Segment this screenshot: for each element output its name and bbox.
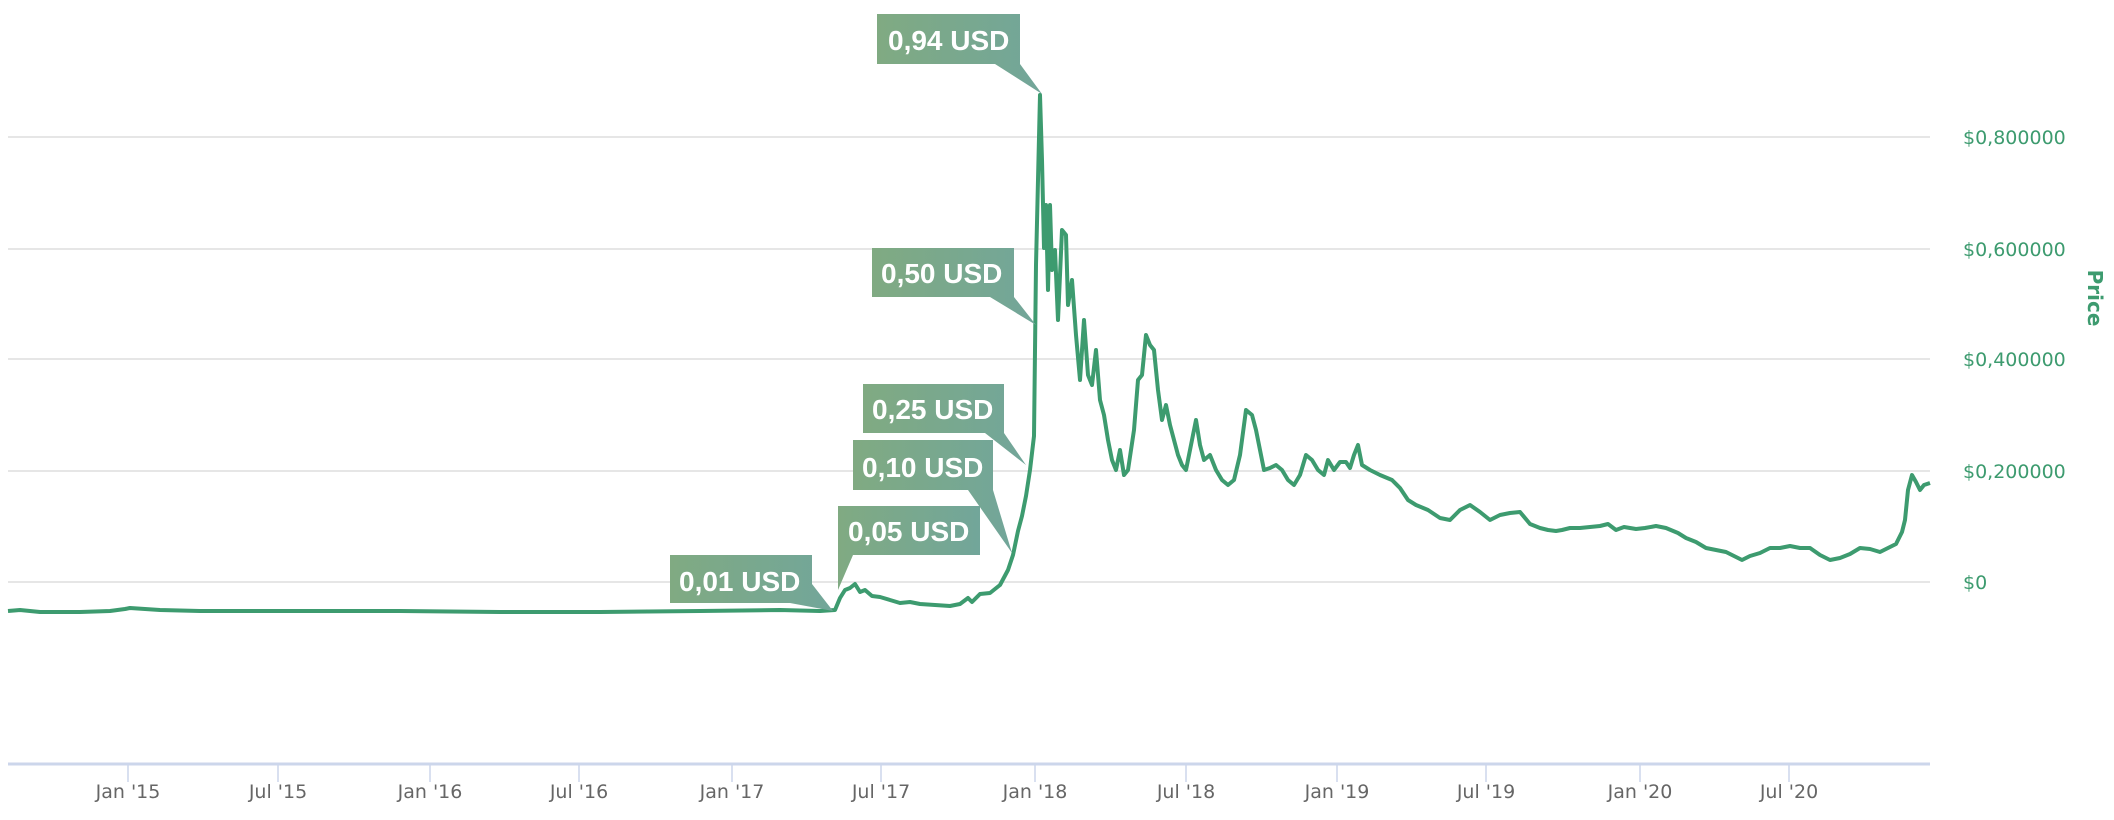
x-tick-label: Jan '15 xyxy=(95,781,161,803)
annotation-label: 0,94 USD xyxy=(888,25,1009,56)
x-tick-label: Jan '17 xyxy=(699,781,765,803)
y-tick-label: $0 xyxy=(1963,572,1987,594)
x-tick-label: Jan '18 xyxy=(1002,781,1068,803)
x-tick-label: Jul '18 xyxy=(1156,781,1215,803)
annotation-0-25: 0,25 USD xyxy=(863,384,1026,465)
x-axis: Jan '15 Jul '15 Jan '16 Jul '16 Jan '17 … xyxy=(8,762,1930,803)
x-tick-label: Jul '20 xyxy=(1759,781,1818,803)
annotation-0-05: 0,05 USD xyxy=(838,506,980,590)
annotation-label: 0,01 USD xyxy=(679,566,800,597)
annotation-0-10: 0,10 USD xyxy=(853,440,1012,553)
y-tick-label: $0,400000 xyxy=(1963,349,2066,371)
annotation-0-50: 0,50 USD xyxy=(872,248,1036,325)
y-axis: $0,800000 $0,600000 $0,400000 $0,200000 … xyxy=(1963,127,2107,594)
x-tick-label: Jan '19 xyxy=(1304,781,1370,803)
annotation-0-94: 0,94 USD xyxy=(877,14,1042,94)
price-line xyxy=(7,93,1931,614)
x-tick-label: Jan '20 xyxy=(1607,781,1673,803)
y-tick-label: $0,200000 xyxy=(1963,461,2066,483)
annotation-0-01: 0,01 USD xyxy=(670,555,833,611)
x-tick-label: Jan '16 xyxy=(397,781,463,803)
gridlines xyxy=(8,136,1930,583)
x-tick-label: Jul '16 xyxy=(549,781,608,803)
x-tick-label: Jul '17 xyxy=(851,781,910,803)
x-tick-label: Jul '15 xyxy=(248,781,307,803)
y-axis-title: Price xyxy=(2083,270,2107,327)
x-tick-label: Jul '19 xyxy=(1456,781,1515,803)
y-tick-label: $0,800000 xyxy=(1963,127,2066,149)
y-tick-label: $0,600000 xyxy=(1963,239,2066,261)
annotation-label: 0,05 USD xyxy=(848,516,969,547)
annotation-label: 0,25 USD xyxy=(872,394,993,425)
annotation-label: 0,50 USD xyxy=(881,258,1002,289)
annotation-label: 0,10 USD xyxy=(862,452,983,483)
